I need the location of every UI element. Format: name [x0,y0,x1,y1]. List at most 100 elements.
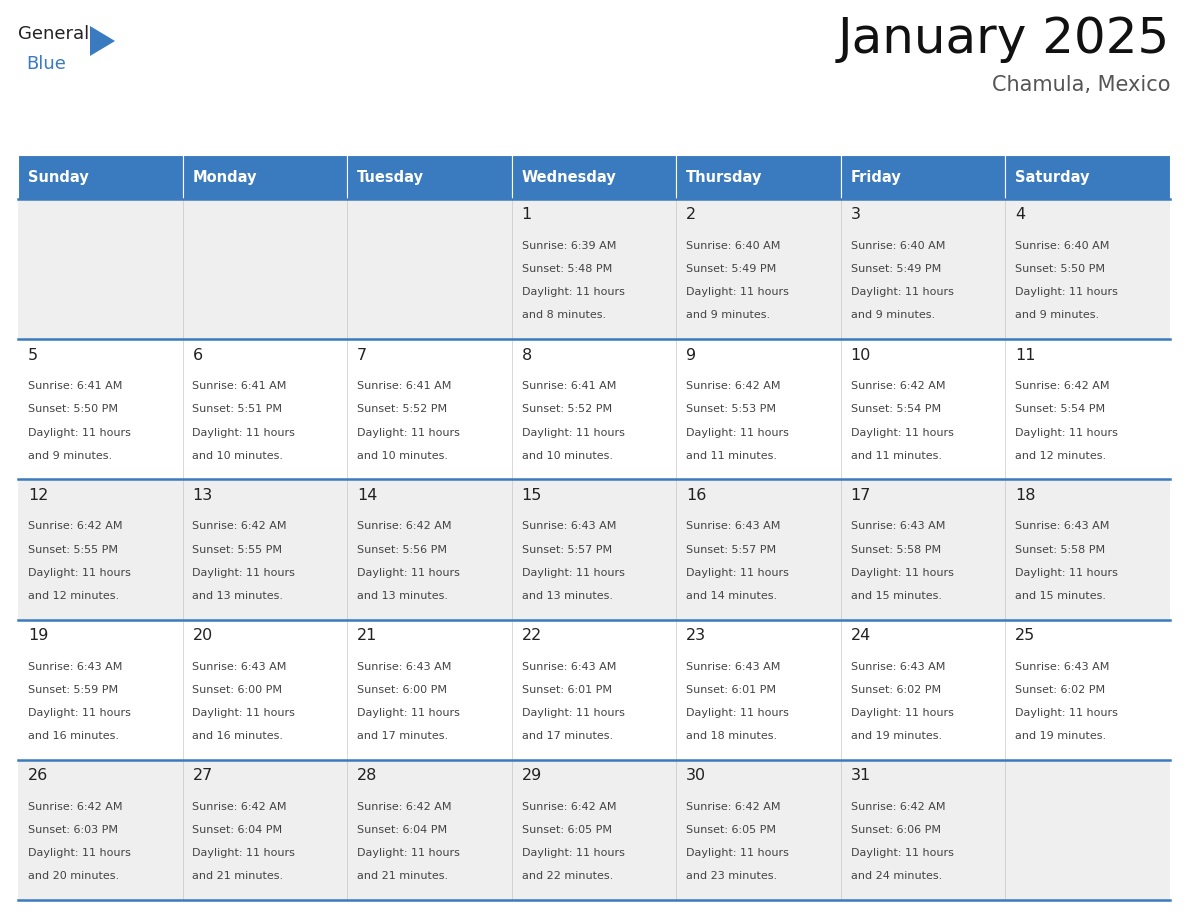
Text: and 21 minutes.: and 21 minutes. [358,871,448,881]
Text: Daylight: 11 hours: Daylight: 11 hours [522,848,625,858]
Text: 4: 4 [1016,207,1025,222]
Text: Sunrise: 6:43 AM: Sunrise: 6:43 AM [687,521,781,532]
Text: Sunrise: 6:43 AM: Sunrise: 6:43 AM [192,662,286,672]
Text: Sunset: 5:54 PM: Sunset: 5:54 PM [851,405,941,414]
Text: General: General [18,25,89,43]
Text: 22: 22 [522,628,542,643]
Text: and 9 minutes.: and 9 minutes. [1016,310,1099,320]
Text: Saturday: Saturday [1016,170,1089,185]
Text: 24: 24 [851,628,871,643]
Bar [18,620,1170,760]
Text: Daylight: 11 hours: Daylight: 11 hours [851,428,954,438]
Text: 21: 21 [358,628,378,643]
Text: Daylight: 11 hours: Daylight: 11 hours [851,567,954,577]
Bar [512,155,676,199]
Text: Sunset: 5:50 PM: Sunset: 5:50 PM [27,405,118,414]
Text: Wednesday: Wednesday [522,170,617,185]
Text: Daylight: 11 hours: Daylight: 11 hours [358,428,460,438]
Text: Sunrise: 6:42 AM: Sunrise: 6:42 AM [687,801,781,812]
Text: Daylight: 11 hours: Daylight: 11 hours [687,848,789,858]
Text: and 12 minutes.: and 12 minutes. [27,591,119,601]
Text: 9: 9 [687,348,696,363]
Text: 16: 16 [687,487,707,503]
Text: Sunrise: 6:42 AM: Sunrise: 6:42 AM [192,521,287,532]
Text: Sunrise: 6:40 AM: Sunrise: 6:40 AM [687,241,781,251]
Text: and 9 minutes.: and 9 minutes. [27,451,112,461]
Text: and 15 minutes.: and 15 minutes. [1016,591,1106,601]
Text: Sunset: 6:03 PM: Sunset: 6:03 PM [27,825,118,835]
Text: Sunset: 5:49 PM: Sunset: 5:49 PM [851,264,941,274]
Text: and 17 minutes.: and 17 minutes. [358,731,448,741]
Text: Sunset: 5:55 PM: Sunset: 5:55 PM [192,544,283,554]
Text: 29: 29 [522,768,542,783]
Text: 28: 28 [358,768,378,783]
Text: and 10 minutes.: and 10 minutes. [192,451,284,461]
Bar [676,155,841,199]
Text: Sunset: 5:54 PM: Sunset: 5:54 PM [1016,405,1105,414]
Text: and 21 minutes.: and 21 minutes. [192,871,284,881]
Text: Daylight: 11 hours: Daylight: 11 hours [851,708,954,718]
Text: Sunset: 6:04 PM: Sunset: 6:04 PM [358,825,447,835]
Bar [183,155,347,199]
Text: Daylight: 11 hours: Daylight: 11 hours [687,708,789,718]
Text: 31: 31 [851,768,871,783]
Bar [18,155,183,199]
Polygon shape [90,26,115,56]
Text: Sunrise: 6:40 AM: Sunrise: 6:40 AM [851,241,946,251]
Text: and 9 minutes.: and 9 minutes. [851,310,935,320]
Text: Sunrise: 6:39 AM: Sunrise: 6:39 AM [522,241,615,251]
Text: Blue: Blue [26,55,65,73]
Bar [18,339,1170,479]
Text: Sunset: 5:57 PM: Sunset: 5:57 PM [522,544,612,554]
Text: 15: 15 [522,487,542,503]
Text: and 18 minutes.: and 18 minutes. [687,731,777,741]
Text: Sunset: 6:05 PM: Sunset: 6:05 PM [687,825,776,835]
Text: Daylight: 11 hours: Daylight: 11 hours [522,287,625,297]
Text: Thursday: Thursday [687,170,763,185]
Text: 27: 27 [192,768,213,783]
Text: Sunset: 5:59 PM: Sunset: 5:59 PM [27,685,118,695]
Text: Daylight: 11 hours: Daylight: 11 hours [1016,428,1118,438]
Text: Sunset: 5:53 PM: Sunset: 5:53 PM [687,405,776,414]
Text: and 16 minutes.: and 16 minutes. [27,731,119,741]
Text: Sunset: 5:51 PM: Sunset: 5:51 PM [192,405,283,414]
Text: 19: 19 [27,628,49,643]
Text: and 22 minutes.: and 22 minutes. [522,871,613,881]
Text: Sunset: 6:01 PM: Sunset: 6:01 PM [687,685,776,695]
Text: and 24 minutes.: and 24 minutes. [851,871,942,881]
Text: 5: 5 [27,348,38,363]
Text: Sunset: 5:58 PM: Sunset: 5:58 PM [1016,544,1105,554]
Text: 13: 13 [192,487,213,503]
Text: Sunset: 6:06 PM: Sunset: 6:06 PM [851,825,941,835]
Text: Sunrise: 6:43 AM: Sunrise: 6:43 AM [358,662,451,672]
Text: 30: 30 [687,768,707,783]
Text: Sunrise: 6:42 AM: Sunrise: 6:42 AM [27,801,122,812]
Text: and 17 minutes.: and 17 minutes. [522,731,613,741]
Text: and 23 minutes.: and 23 minutes. [687,871,777,881]
Text: Sunrise: 6:41 AM: Sunrise: 6:41 AM [27,381,122,391]
Text: Sunrise: 6:42 AM: Sunrise: 6:42 AM [851,801,946,812]
Text: and 11 minutes.: and 11 minutes. [687,451,777,461]
Text: Sunset: 5:56 PM: Sunset: 5:56 PM [358,544,447,554]
Text: 3: 3 [851,207,861,222]
Text: Sunset: 5:49 PM: Sunset: 5:49 PM [687,264,777,274]
Text: Sunrise: 6:40 AM: Sunrise: 6:40 AM [1016,241,1110,251]
Text: Sunset: 6:04 PM: Sunset: 6:04 PM [192,825,283,835]
Text: Sunset: 6:02 PM: Sunset: 6:02 PM [851,685,941,695]
Text: 10: 10 [851,348,871,363]
Text: Sunset: 5:55 PM: Sunset: 5:55 PM [27,544,118,554]
Text: Sunset: 6:00 PM: Sunset: 6:00 PM [358,685,447,695]
Text: Daylight: 11 hours: Daylight: 11 hours [687,428,789,438]
Text: Sunrise: 6:41 AM: Sunrise: 6:41 AM [192,381,286,391]
Text: Sunrise: 6:43 AM: Sunrise: 6:43 AM [851,662,946,672]
Text: Daylight: 11 hours: Daylight: 11 hours [687,567,789,577]
Bar [18,199,1170,339]
Text: 14: 14 [358,487,378,503]
Text: Sunrise: 6:42 AM: Sunrise: 6:42 AM [192,801,287,812]
Text: Tuesday: Tuesday [358,170,424,185]
Text: Sunset: 5:58 PM: Sunset: 5:58 PM [851,544,941,554]
Text: Sunday: Sunday [27,170,89,185]
Text: Daylight: 11 hours: Daylight: 11 hours [27,567,131,577]
Text: Sunset: 5:52 PM: Sunset: 5:52 PM [358,405,447,414]
Text: Sunrise: 6:43 AM: Sunrise: 6:43 AM [522,662,615,672]
